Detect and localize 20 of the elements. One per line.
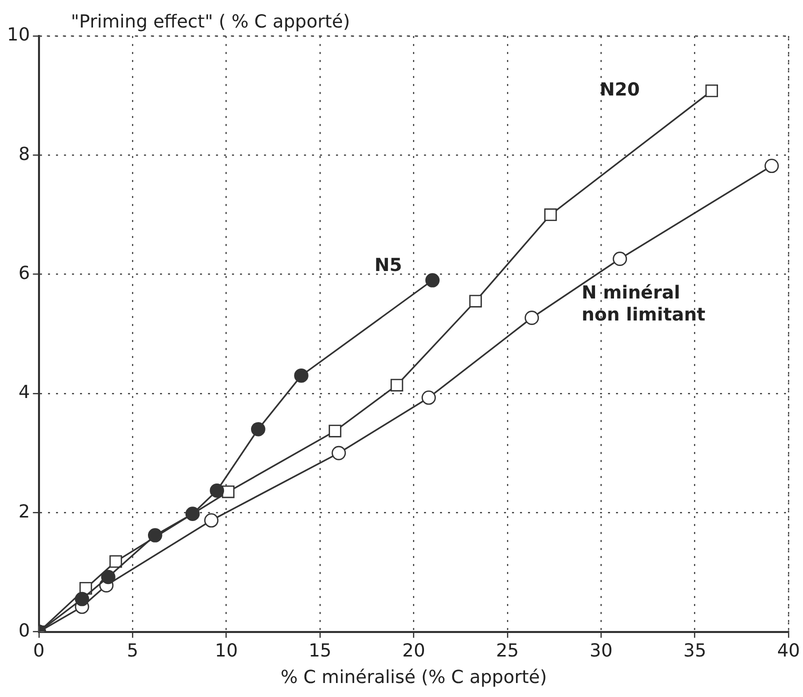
series-label: N5 [374, 254, 402, 276]
x-tick-label: 40 [777, 640, 800, 662]
x-axis-title: % C minéralisé (% C apporté) [280, 666, 547, 688]
x-tick-label: 30 [590, 640, 613, 662]
y-tick-label: 6 [18, 262, 30, 284]
y-tick-label: 10 [7, 24, 30, 46]
x-tick-label: 15 [308, 640, 332, 662]
y-tick-label: 2 [18, 501, 30, 522]
y-axis-title: "Priming effect" ( % C apporté) [70, 12, 350, 33]
text: N20 [600, 79, 640, 100]
x-tick-label: 35 [683, 640, 706, 662]
x-tick-label: 25 [496, 640, 519, 662]
x-tick-label: 10 [214, 640, 238, 662]
x-tick-label: 5 [126, 640, 138, 662]
x-tick-label: 20 [402, 640, 426, 662]
y-tick-label: 0 [18, 620, 30, 642]
y-tick-label: 4 [18, 382, 30, 404]
y-tick-label: 8 [18, 144, 30, 165]
series-label: N minéral non limitant [582, 282, 706, 326]
x-tick-label: 0 [33, 640, 45, 662]
